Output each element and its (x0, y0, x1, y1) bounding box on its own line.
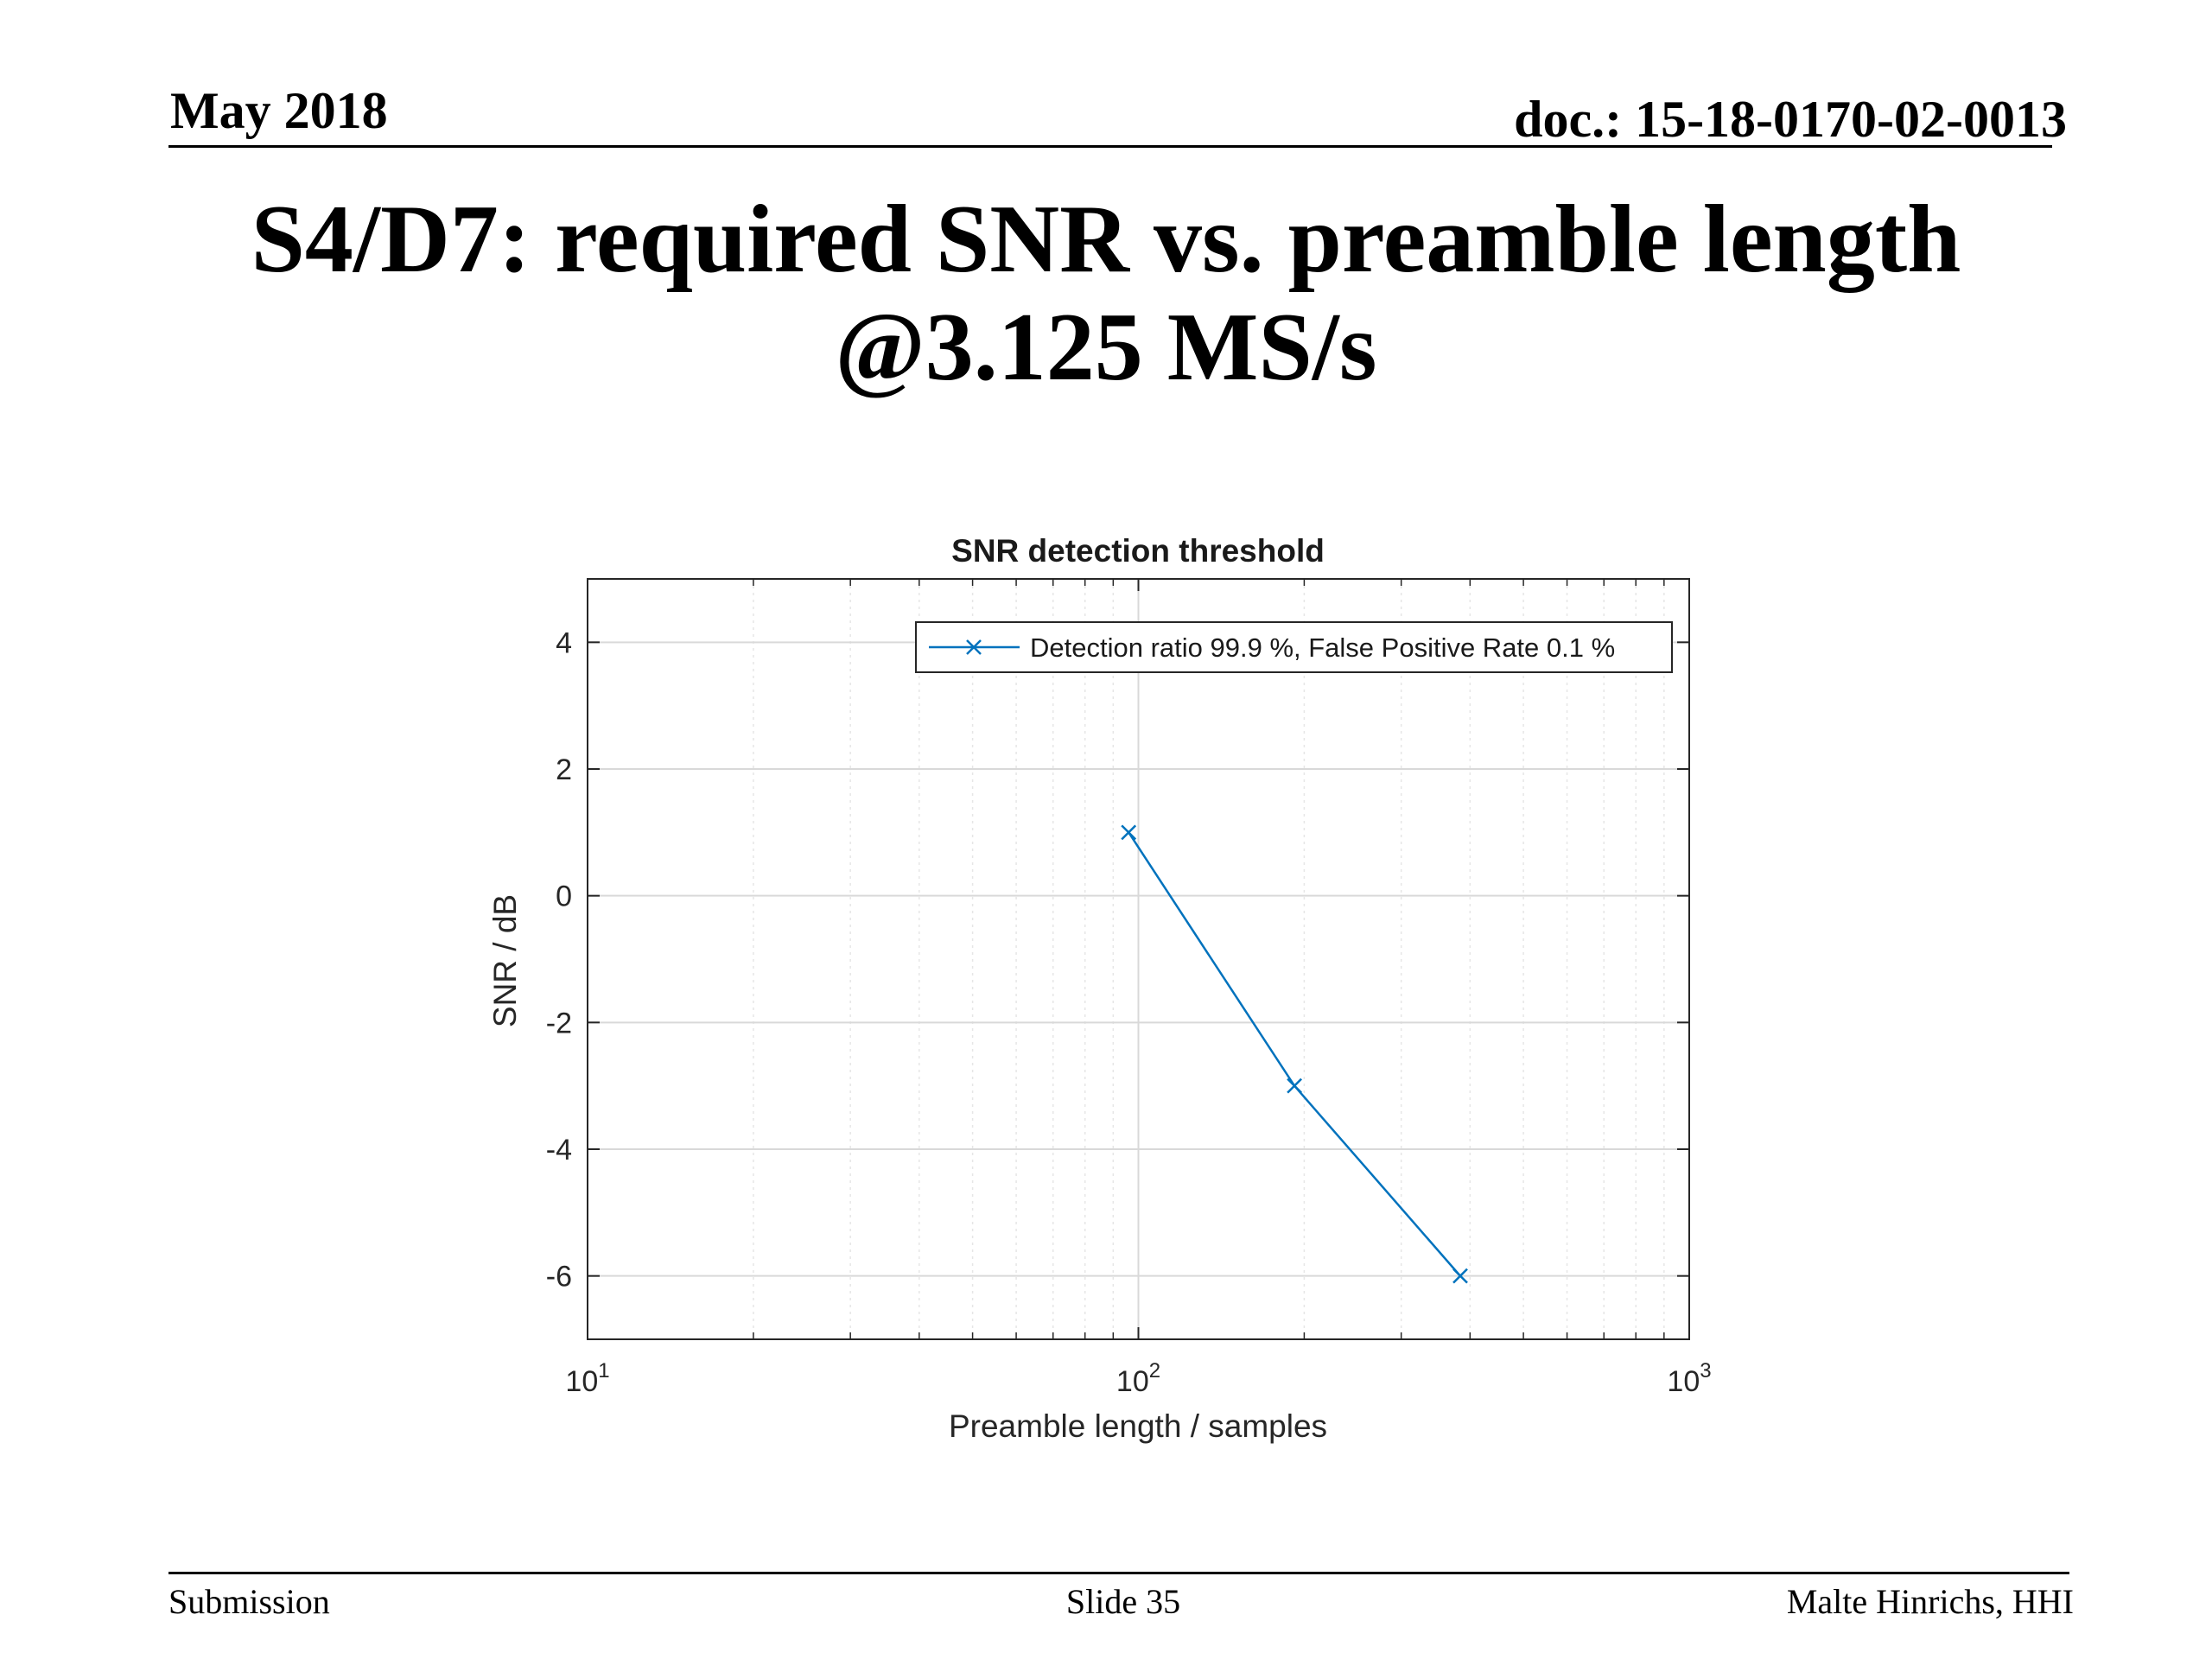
slide-title: S4/D7: required SNR vs. preamble length … (251, 186, 1961, 402)
footer-slide-number: Slide 35 (1065, 1582, 1181, 1621)
y-tick-label: -6 (546, 1261, 572, 1294)
marker-stroke (1121, 824, 1137, 841)
y-tick-label: 2 (556, 753, 572, 786)
header-date: May 2018 (170, 82, 388, 139)
x-tick-label: 103 (1667, 1359, 1711, 1398)
chart-title: SNR detection threshold (951, 533, 1325, 569)
y-tick-label: 4 (556, 626, 572, 659)
snr-chart: 101 102 103 4 2 0 -2 -4 -6 Detection ratio 99.9 … (467, 518, 1763, 1478)
tick-layer: 101 102 103 4 2 0 -2 -4 -6 (546, 579, 1712, 1398)
x-tick-label: 101 (565, 1359, 609, 1398)
footer-divider (168, 1572, 2069, 1574)
header-divider (168, 145, 2052, 148)
y-tick-label: 0 (556, 880, 572, 913)
data-point-marker (1121, 824, 1137, 841)
chart-container: 101 102 103 4 2 0 -2 -4 -6 Detection ratio 99.9 … (467, 518, 1763, 1478)
footer-author: Malte Hinrichs, HHI (1786, 1582, 2074, 1621)
marker-stroke (1287, 1077, 1302, 1094)
y-tick-label: -4 (546, 1134, 572, 1166)
data-point-marker (1452, 1268, 1468, 1284)
series-layer (1121, 824, 1468, 1284)
y-axis-label: SNR / dB (487, 894, 523, 1027)
legend-marker-sample (966, 639, 982, 655)
data-point-marker (1287, 1077, 1302, 1094)
legend: Detection ratio 99.9 %, False Positive R… (915, 621, 1673, 673)
footer-submission: Submission (168, 1582, 330, 1621)
x-tick-label: 102 (1116, 1359, 1160, 1398)
legend-box (915, 621, 1673, 673)
y-tick-label: -2 (546, 1007, 572, 1039)
marker-stroke (1452, 1268, 1468, 1284)
chart-background (467, 518, 1763, 1478)
x-axis-label: Preamble length / samples (949, 1408, 1327, 1444)
grid-layer (588, 579, 1689, 1339)
legend-label: Detection ratio 99.9 %, False Positive R… (1030, 632, 1615, 663)
header-doc-number: doc.: 15-18-0170-02-0013 (1514, 91, 2067, 148)
